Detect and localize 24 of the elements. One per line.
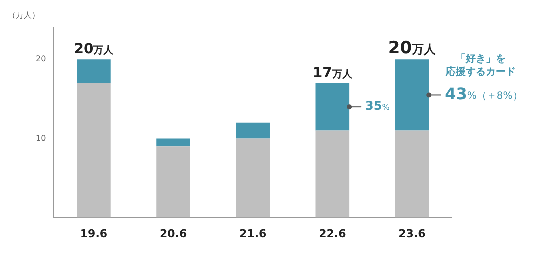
x-tick-label: 23.6 [398, 227, 426, 240]
series-label: 「好き」を応援するカード [445, 52, 516, 78]
annotation: 43%（＋8%） [445, 84, 523, 104]
total-label: 17万人 [312, 65, 354, 82]
bar [236, 122, 270, 139]
bar [316, 130, 350, 218]
bar [395, 60, 430, 131]
x-tick-label: 21.6 [240, 227, 268, 240]
bar [316, 83, 350, 131]
y-tick-label: 10 [36, 134, 46, 143]
x-tick-label: 19.6 [80, 227, 108, 240]
bar [77, 83, 111, 218]
bar [236, 138, 270, 218]
y-tick-label: 20 [36, 54, 46, 64]
total-label: 20万人 [388, 38, 438, 59]
total-label: 20万人 [74, 42, 115, 58]
bar [395, 130, 430, 218]
bar [156, 146, 190, 218]
bar [156, 138, 190, 147]
bar [77, 60, 111, 84]
y-axis-title: （万人） [8, 11, 40, 20]
x-tick-label: 20.6 [160, 227, 188, 240]
annotation: 35% [366, 99, 390, 114]
x-tick-label: 22.6 [319, 227, 347, 240]
